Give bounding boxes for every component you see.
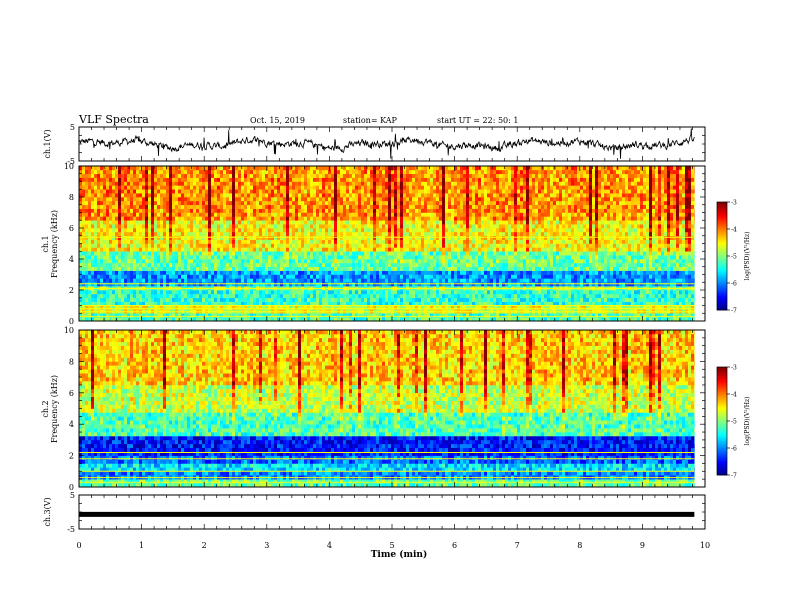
p-ch2s-ytick-label: 4 (69, 420, 74, 429)
time-tick-label: 0 (76, 541, 81, 550)
time-tick-label: 10 (700, 541, 710, 550)
ch1-spectrogram-ylabel-frequency: Frequency (kHz) (50, 210, 59, 278)
ch1-spectrogram-ylabel-channel: ch.1 (41, 235, 50, 252)
p-ch3w-ytick-label: 5 (70, 491, 75, 500)
start-ut-label: start UT = 22: 50: 1 (437, 116, 518, 125)
time-tick-label: 9 (640, 541, 645, 550)
p-ch3w-ytick-label: -5 (67, 525, 75, 534)
colorbar-tick-label: -5 (731, 254, 737, 261)
colorbar-tick-label: -4 (731, 227, 737, 234)
date-label: Oct. 15, 2019 (250, 116, 305, 125)
colorbar-label: log(PSD)(V²/Hz) (744, 232, 751, 281)
p-ch2s-ytick-label: 6 (69, 389, 74, 398)
colorbar-tick-label: -5 (731, 419, 737, 426)
colorbar-tick-label: -7 (731, 473, 737, 480)
time-tick-label: 5 (389, 541, 394, 550)
time-tick-label: 3 (264, 541, 269, 550)
p-ch1w-ytick-label: -5 (67, 157, 75, 166)
ch2-spectrogram-ylabel-frequency: Frequency (kHz) (50, 375, 59, 443)
ch2-spectrogram-panel: 0 2 4 6 8 10 ch.2 Frequency (kHz) (41, 326, 706, 492)
p-ch1s-cells (79, 166, 695, 322)
ch1-waveform-panel: 5 -5 ch.1(V) (43, 123, 706, 166)
p-ch2s-ytick-label: 2 (69, 452, 74, 461)
station-label: station= KAP (343, 116, 398, 125)
time-tick-label: 4 (327, 541, 332, 550)
colorbar-tick-label: -6 (731, 281, 737, 288)
ch3-waveform-ylabel: ch.3(V) (43, 497, 52, 526)
p-ch2s-cells (79, 330, 695, 488)
figure-title: VLF Spectra (78, 113, 149, 126)
time-axis: 0 1 2 3 4 5 6 7 8 9 10 (76, 541, 710, 550)
p-ch1s-ytick-label: 4 (69, 255, 74, 264)
ch1-spectrogram-panel: 0 2 4 6 8 10 ch.1 Frequency (kHz) (41, 162, 706, 326)
p-ch1s-ytick-label: 6 (69, 224, 74, 233)
colorbar-tick-label: -7 (731, 308, 737, 315)
p-ch1s-ytick-label: 2 (69, 286, 74, 295)
ch1-waveform-ylabel: ch.1(V) (43, 129, 52, 158)
time-tick-label: 7 (515, 541, 520, 550)
ch3-waveform-panel: 5 -5 ch.3(V) (43, 491, 706, 534)
ch1-trace (78, 128, 695, 159)
ch2-spectrogram-ylabel-channel: ch.2 (41, 400, 50, 417)
p-ch2s-ytick-label: 10 (64, 326, 74, 335)
ch1-colorbar: -3 -4 -5 -6 -7 log(PSD)(V²/Hz) (716, 200, 751, 315)
ch1-label: ch.1 (41, 235, 50, 252)
p-ch1s-ytick-label: 8 (69, 193, 74, 202)
ch2-colorbar: -3 -4 -5 -6 -7 log(PSD)(V²/Hz) (716, 365, 751, 480)
p-ch2s-ytick-label: 8 (69, 357, 74, 366)
colorbar-tick-label: -4 (731, 392, 737, 399)
time-tick-label: 6 (452, 541, 457, 550)
p-ch1w-ytick-label: 5 (70, 123, 75, 132)
colorbar-tick-label: -3 (731, 365, 737, 372)
colorbar-tick-label: -3 (731, 200, 737, 207)
p-ch2s-ytick-label: 0 (69, 483, 74, 492)
colorbar-label: log(PSD)(V²/Hz) (744, 397, 751, 446)
p-ch1s-ytick-label: 10 (64, 162, 74, 171)
time-axis-label: Time (min) (371, 549, 428, 560)
p-ch1s-ytick-label: 0 (69, 317, 74, 326)
time-tick-label: 8 (577, 541, 582, 550)
time-tick-label: 1 (139, 541, 144, 550)
colorbar-tick-label: -6 (731, 446, 737, 453)
time-tick-label: 2 (202, 541, 207, 550)
